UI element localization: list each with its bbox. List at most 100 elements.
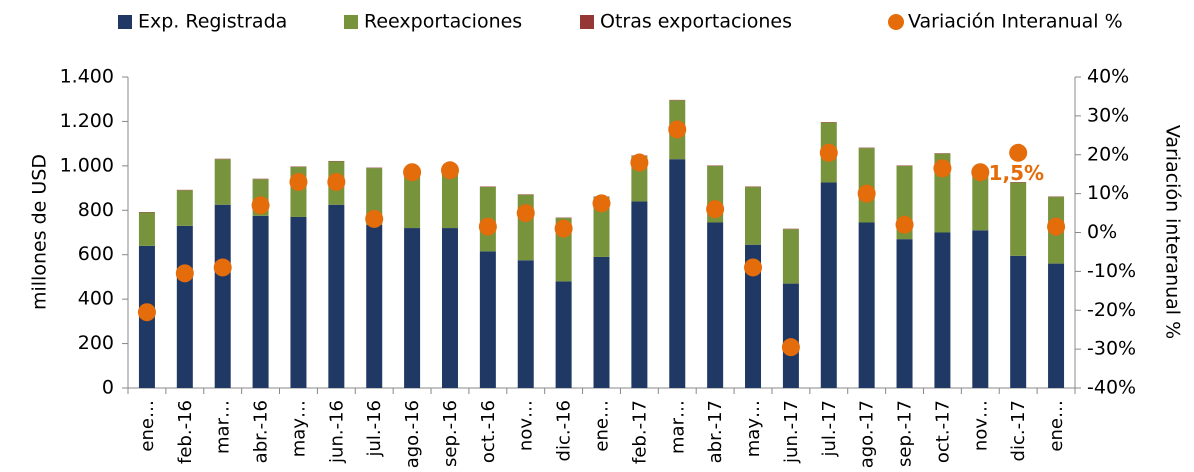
variation-point — [706, 200, 725, 219]
variation-point — [403, 163, 422, 182]
x-tick-label: jun.-16 — [326, 400, 347, 464]
variation-point — [327, 172, 346, 191]
x-tick-label: oct.-17 — [932, 400, 953, 463]
y2-axis-label: Variación interanual % — [1162, 125, 1184, 339]
variation-point — [1047, 217, 1066, 236]
bar-segment — [138, 212, 155, 246]
x-tick-label: abr.-16 — [251, 400, 272, 463]
legend-marker — [118, 15, 132, 29]
bar-segment — [631, 201, 648, 388]
variation-point — [289, 172, 308, 191]
bar-segment — [1010, 182, 1027, 256]
variation-point — [630, 153, 649, 172]
bar-segment — [366, 168, 383, 225]
y2-tick-label: -40% — [1087, 377, 1136, 399]
y2-tick-label: 30% — [1087, 104, 1129, 126]
y2-tick-label: 0% — [1087, 221, 1117, 243]
bar-segment — [707, 222, 724, 388]
x-tick-label: feb.-17 — [629, 400, 650, 464]
x-tick-label: ene… — [137, 400, 158, 452]
y-tick-label: 800 — [78, 199, 114, 221]
bar-segment — [782, 283, 799, 388]
bar-segment — [404, 228, 421, 388]
bar-segment — [328, 204, 345, 388]
variation-point — [213, 258, 232, 277]
bar-segment — [593, 256, 610, 388]
y2-tick-label: 40% — [1087, 66, 1129, 88]
bar-segment — [782, 229, 799, 284]
bar-segment — [1048, 263, 1065, 388]
x-tick-label: ago.-17 — [857, 400, 878, 468]
legend-label: Otras exportaciones — [600, 11, 792, 33]
bar-segment — [404, 169, 421, 229]
variation-point — [365, 209, 384, 228]
x-tick-label: dic.-17 — [1008, 400, 1029, 461]
legend-label: Variación Interanual % — [908, 11, 1123, 33]
y-axis-label: millones de USD — [29, 154, 51, 310]
y2-tick-label: -30% — [1087, 338, 1136, 360]
y-tick-label: 200 — [78, 332, 114, 354]
variation-point — [516, 204, 535, 223]
x-tick-label: mar… — [213, 400, 234, 454]
variation-point — [933, 159, 952, 178]
bar-segment — [441, 169, 458, 229]
x-tick-label: nov… — [516, 400, 537, 451]
y-tick-label: 1.400 — [60, 66, 114, 88]
y2-tick-label: 20% — [1087, 143, 1129, 165]
bar-segment — [593, 196, 610, 257]
y-tick-label: 400 — [78, 288, 114, 310]
x-tick-label: oct.-16 — [478, 400, 499, 463]
variation-point — [478, 217, 497, 236]
variation-point — [592, 194, 611, 213]
variation-point — [781, 338, 800, 357]
bar-segment — [176, 225, 193, 388]
x-tick-label: jun.-17 — [781, 400, 802, 464]
bar-segment — [290, 216, 307, 388]
bar-segment — [745, 186, 762, 245]
x-tick-label: jul.-16 — [364, 400, 385, 458]
legend-label: Reexportaciones — [364, 11, 522, 33]
bar-segment — [972, 230, 989, 388]
bar-segment — [252, 215, 269, 388]
legend-marker — [888, 14, 904, 30]
annotation: 1,5% — [989, 161, 1044, 185]
variation-point — [137, 303, 156, 322]
y2-tick-label: -10% — [1087, 260, 1136, 282]
x-tick-label: sep.-16 — [440, 400, 461, 467]
bar-segment — [820, 182, 837, 388]
x-tick-label: abr.-17 — [705, 400, 726, 463]
x-tick-label: ene… — [592, 400, 613, 452]
bar-segment — [1010, 255, 1027, 388]
variation-point — [251, 196, 270, 215]
y2-tick-label: 10% — [1087, 182, 1129, 204]
variation-point — [895, 215, 914, 234]
x-tick-label: dic.-16 — [554, 400, 575, 461]
bar-segment — [214, 204, 231, 388]
y2-tick-label: -20% — [1087, 299, 1136, 321]
bar-segment — [745, 244, 762, 388]
bar-segment — [479, 251, 496, 388]
bar-segment — [214, 159, 231, 205]
x-tick-label: may… — [743, 400, 764, 457]
bar-segment — [555, 281, 572, 388]
y-tick-label: 1.200 — [60, 110, 114, 132]
variation-point — [1009, 143, 1028, 162]
x-tick-label: mar… — [667, 400, 688, 454]
bar-segment — [517, 260, 534, 388]
variation-point — [819, 143, 838, 162]
variation-point — [744, 258, 763, 277]
variation-point — [971, 163, 990, 182]
bar-segment — [669, 159, 686, 388]
x-tick-label: sep.-17 — [895, 400, 916, 467]
x-tick-label: may… — [288, 400, 309, 457]
bar-segment — [934, 232, 951, 388]
bar-segment — [896, 239, 913, 388]
legend-label: Exp. Registrada — [138, 11, 287, 33]
variation-point — [440, 161, 459, 180]
x-tick-label: jul.-17 — [819, 400, 840, 458]
legend-marker — [580, 15, 594, 29]
legend-marker — [344, 15, 358, 29]
bar-segment — [366, 224, 383, 388]
bar-segment — [858, 222, 875, 388]
